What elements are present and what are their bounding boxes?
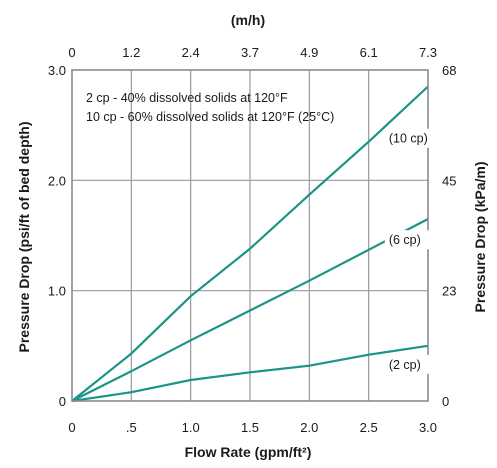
annotation-line-1: 2 cp - 40% dissolved solids at 120°F (86, 91, 288, 105)
x-tick-label: 2.0 (300, 420, 318, 435)
series-label-background (384, 128, 433, 148)
x2-tick-label: 6.1 (360, 45, 378, 60)
series-line (71, 344, 429, 403)
x-tick-label: 0 (68, 420, 75, 435)
x2-tick-label: 1.2 (122, 45, 140, 60)
x2-tick-label: 7.3 (419, 45, 437, 60)
x-tick-label: 3.0 (419, 420, 437, 435)
grid (72, 70, 428, 401)
series-line (71, 218, 429, 402)
x-tick-label: 1.5 (241, 420, 259, 435)
y2-tick-label: 23 (442, 284, 456, 299)
series-label: (10 cp) (389, 132, 428, 146)
y-axis-title: Pressure Drop (psi/ft of bed depth) (16, 121, 32, 352)
x-tick-label: 1.0 (182, 420, 200, 435)
y-tick-label: 0 (59, 394, 66, 409)
series-label: (2 cp) (389, 358, 421, 372)
y2-tick-label: 0 (442, 394, 449, 409)
x-tick-label: .5 (126, 420, 137, 435)
y-tick-label: 2.0 (48, 173, 66, 188)
annotation-line-2: 10 cp - 60% dissolved solids at 120°F (2… (86, 110, 334, 124)
series-labels: (10 cp) (6 cp) (2 cp) (384, 128, 433, 374)
x2-tick-label: 4.9 (300, 45, 318, 60)
top-axis-title: (m/h) (231, 12, 265, 28)
x-axis-title: Flow Rate (gpm/ft²) (185, 444, 312, 460)
series-line (71, 85, 429, 402)
x2-tick-label: 2.4 (182, 45, 200, 60)
y2-tick-label: 45 (442, 173, 456, 188)
y2-tick-label: 68 (442, 63, 456, 78)
y-tick-label: 1.0 (48, 284, 66, 299)
series-label: (6 cp) (389, 233, 421, 247)
series-label-background (384, 354, 433, 374)
y-tick-label: 3.0 (48, 63, 66, 78)
tick-labels: 00.51.21.02.41.53.72.04.92.56.13.07.301.… (48, 45, 457, 435)
x2-tick-label: 0 (68, 45, 75, 60)
series-lines (71, 85, 429, 403)
y2-axis-title: Pressure Drop (kPa/m) (472, 162, 488, 313)
x2-tick-label: 3.7 (241, 45, 259, 60)
series-label-background (384, 230, 433, 250)
x-tick-label: 2.5 (360, 420, 378, 435)
